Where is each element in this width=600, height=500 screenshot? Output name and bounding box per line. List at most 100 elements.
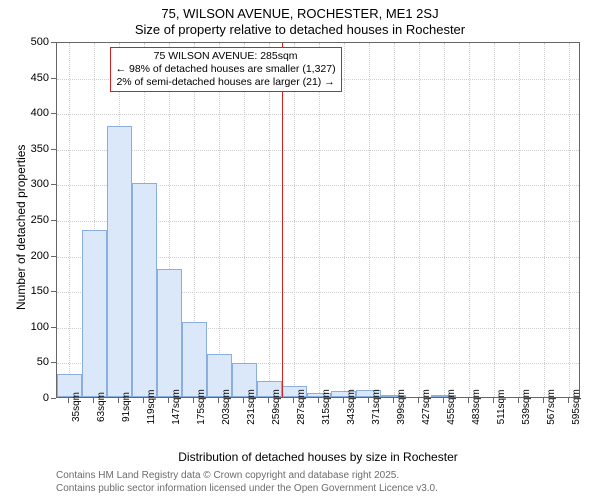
ytick-mark bbox=[51, 42, 56, 43]
xtick-label: 427sqm bbox=[421, 389, 432, 425]
ytick-label: 50 bbox=[9, 356, 49, 368]
xtick-label: 343sqm bbox=[346, 389, 357, 425]
gridline-vertical bbox=[394, 43, 395, 397]
xtick-label: 455sqm bbox=[446, 389, 457, 425]
xtick-mark bbox=[93, 398, 94, 403]
ytick-label: 500 bbox=[9, 36, 49, 48]
ytick-mark bbox=[51, 327, 56, 328]
xtick-label: 231sqm bbox=[246, 389, 257, 425]
xtick-mark bbox=[143, 398, 144, 403]
xtick-label: 371sqm bbox=[371, 389, 382, 425]
ytick-label: 350 bbox=[9, 143, 49, 155]
ytick-mark bbox=[51, 78, 56, 79]
gridline-vertical bbox=[544, 43, 545, 397]
ytick-mark bbox=[51, 362, 56, 363]
xtick-mark bbox=[368, 398, 369, 403]
marker-line bbox=[282, 43, 283, 397]
ytick-label: 400 bbox=[9, 107, 49, 119]
ytick-mark bbox=[51, 256, 56, 257]
gridline-vertical bbox=[294, 43, 295, 397]
histogram-bar bbox=[82, 230, 107, 397]
marker-annotation: 75 WILSON AVENUE: 285sqm← 98% of detache… bbox=[110, 47, 342, 92]
gridline-vertical bbox=[444, 43, 445, 397]
xtick-label: 287sqm bbox=[296, 389, 307, 425]
gridline-vertical bbox=[319, 43, 320, 397]
xtick-label: 595sqm bbox=[571, 389, 582, 425]
xtick-mark bbox=[393, 398, 394, 403]
xtick-mark bbox=[443, 398, 444, 403]
gridline-vertical bbox=[494, 43, 495, 397]
xtick-mark bbox=[468, 398, 469, 403]
gridline-horizontal bbox=[57, 150, 579, 151]
xtick-label: 63sqm bbox=[96, 392, 107, 422]
gridline-vertical bbox=[344, 43, 345, 397]
xtick-mark bbox=[168, 398, 169, 403]
histogram-bar bbox=[182, 322, 207, 397]
xtick-mark bbox=[293, 398, 294, 403]
gridline-vertical bbox=[519, 43, 520, 397]
xtick-label: 511sqm bbox=[496, 390, 507, 425]
chart-title-line2: Size of property relative to detached ho… bbox=[0, 22, 600, 37]
gridline-horizontal bbox=[57, 114, 579, 115]
annotation-line: 2% of semi-detached houses are larger (2… bbox=[116, 76, 336, 89]
xtick-label: 147sqm bbox=[171, 389, 182, 425]
xtick-label: 315sqm bbox=[321, 389, 332, 425]
chart-title-line1: 75, WILSON AVENUE, ROCHESTER, ME1 2SJ bbox=[0, 6, 600, 21]
xtick-mark bbox=[493, 398, 494, 403]
gridline-vertical bbox=[569, 43, 570, 397]
footer-line2: Contains public sector information licen… bbox=[56, 483, 438, 496]
ytick-label: 300 bbox=[9, 178, 49, 190]
footer-line1: Contains HM Land Registry data © Crown c… bbox=[56, 470, 438, 483]
xtick-mark bbox=[218, 398, 219, 403]
xtick-mark bbox=[518, 398, 519, 403]
xtick-mark bbox=[418, 398, 419, 403]
xtick-label: 539sqm bbox=[521, 389, 532, 425]
histogram-bar bbox=[132, 183, 157, 397]
gridline-vertical bbox=[244, 43, 245, 397]
footer-attribution: Contains HM Land Registry data © Crown c… bbox=[56, 470, 438, 495]
xtick-label: 175sqm bbox=[196, 389, 207, 425]
xtick-mark bbox=[543, 398, 544, 403]
chart-container: 75, WILSON AVENUE, ROCHESTER, ME1 2SJ Si… bbox=[0, 0, 600, 500]
xtick-mark bbox=[568, 398, 569, 403]
ytick-label: 200 bbox=[9, 250, 49, 262]
xtick-label: 203sqm bbox=[221, 389, 232, 425]
x-axis-title: Distribution of detached houses by size … bbox=[56, 450, 580, 464]
ytick-mark bbox=[51, 220, 56, 221]
ytick-mark bbox=[51, 149, 56, 150]
ytick-mark bbox=[51, 398, 56, 399]
xtick-label: 91sqm bbox=[121, 392, 132, 422]
xtick-mark bbox=[68, 398, 69, 403]
xtick-mark bbox=[193, 398, 194, 403]
ytick-label: 100 bbox=[9, 321, 49, 333]
gridline-vertical bbox=[219, 43, 220, 397]
xtick-mark bbox=[243, 398, 244, 403]
annotation-line: ← 98% of detached houses are smaller (1,… bbox=[116, 63, 336, 76]
histogram-bar bbox=[157, 269, 182, 397]
ytick-label: 150 bbox=[9, 285, 49, 297]
xtick-mark bbox=[268, 398, 269, 403]
xtick-mark bbox=[343, 398, 344, 403]
gridline-vertical bbox=[269, 43, 270, 397]
xtick-label: 399sqm bbox=[396, 389, 407, 425]
xtick-label: 259sqm bbox=[271, 389, 282, 425]
ytick-mark bbox=[51, 113, 56, 114]
gridline-vertical bbox=[469, 43, 470, 397]
ytick-mark bbox=[51, 184, 56, 185]
xtick-label: 119sqm bbox=[146, 390, 157, 425]
gridline-vertical bbox=[419, 43, 420, 397]
histogram-bar bbox=[107, 126, 132, 397]
xtick-label: 483sqm bbox=[471, 389, 482, 425]
gridline-vertical bbox=[69, 43, 70, 397]
plot-area: 75 WILSON AVENUE: 285sqm← 98% of detache… bbox=[56, 42, 580, 398]
xtick-label: 567sqm bbox=[546, 389, 557, 425]
ytick-label: 0 bbox=[9, 392, 49, 404]
xtick-mark bbox=[118, 398, 119, 403]
ytick-label: 250 bbox=[9, 214, 49, 226]
ytick-label: 450 bbox=[9, 72, 49, 84]
ytick-mark bbox=[51, 291, 56, 292]
gridline-vertical bbox=[369, 43, 370, 397]
xtick-label: 35sqm bbox=[71, 392, 82, 422]
xtick-mark bbox=[318, 398, 319, 403]
annotation-line: 75 WILSON AVENUE: 285sqm bbox=[116, 50, 336, 63]
